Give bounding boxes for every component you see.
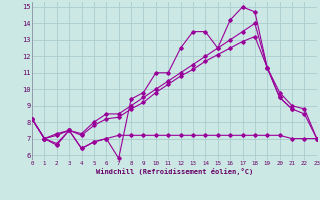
X-axis label: Windchill (Refroidissement éolien,°C): Windchill (Refroidissement éolien,°C)	[96, 168, 253, 175]
